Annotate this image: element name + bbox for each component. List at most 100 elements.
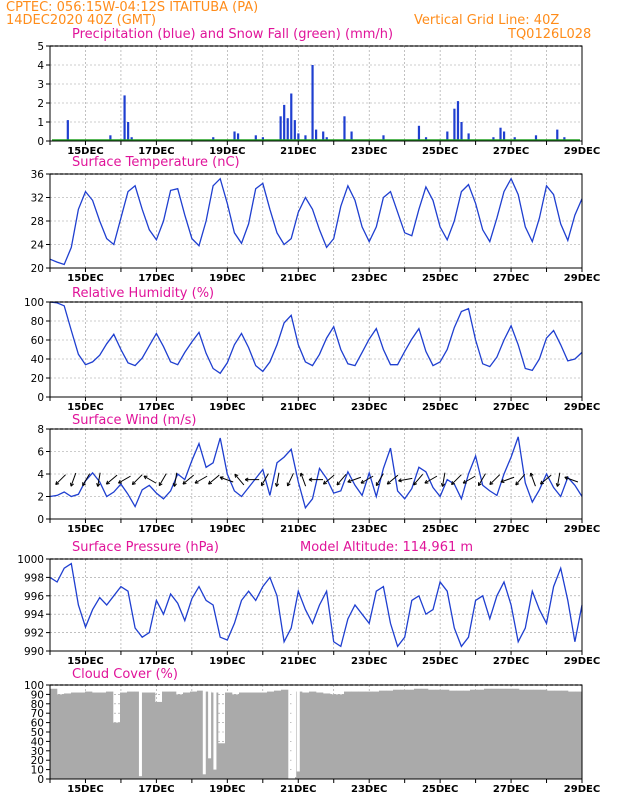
x-tick-label: 21DEC <box>280 273 316 284</box>
panel-frame <box>49 45 583 142</box>
wind-direction-arrow <box>287 473 294 487</box>
cloud-cover-bar <box>183 692 191 779</box>
y-tick-label: 3 <box>37 79 44 91</box>
wind-direction-arrow <box>106 474 118 485</box>
wind-arrow-head <box>564 476 569 481</box>
wind-direction-arrow <box>360 475 374 484</box>
wind-arrow-head <box>260 482 265 487</box>
y-tick-label: 992 <box>24 628 44 640</box>
y-tick-label: 100 <box>24 297 44 309</box>
wind-arrow-head <box>208 480 213 485</box>
precip-bar <box>109 135 112 141</box>
wind-arrow-head <box>274 483 280 487</box>
precip-bar <box>283 104 286 141</box>
wind-direction-arrow <box>194 475 208 484</box>
cloud-cover-bar <box>330 694 338 779</box>
precip-bar <box>261 137 264 141</box>
cloud-cover-bar <box>246 692 254 779</box>
cloud-cover-bar <box>197 690 205 779</box>
wind-arrow-head <box>336 481 341 486</box>
wind-direction-arrow <box>300 472 307 487</box>
y-tick-label: 40 <box>31 736 44 748</box>
cloud-cover-bar <box>358 691 366 779</box>
wind-direction-arrow <box>143 475 157 484</box>
precip-bar <box>293 120 296 141</box>
y-tick-label: 20 <box>31 373 44 385</box>
cloud-cover-bar <box>505 688 513 779</box>
wind-arrow-head <box>451 481 455 486</box>
cloud-cover-bar <box>204 691 212 779</box>
x-tick-label: 21DEC <box>280 146 316 157</box>
cloud-cover-gap <box>138 685 142 777</box>
wind-arrow-head <box>219 476 224 481</box>
wind-arrow-head <box>322 480 327 485</box>
cloud-cover-bar <box>141 692 149 779</box>
y-tick-label: 6 <box>37 447 44 459</box>
y-tick-label: 60 <box>31 335 44 347</box>
x-tick-label: 19DEC <box>209 146 245 157</box>
x-tick-label: 17DEC <box>138 273 174 284</box>
cloud-cover-bar <box>442 689 450 779</box>
wind-direction-arrow <box>208 474 220 485</box>
precip-bar <box>286 118 289 141</box>
cloud-cover-bar <box>218 743 226 779</box>
cloud-cover-bar <box>127 691 135 779</box>
y-tick-label: 20 <box>31 263 44 275</box>
precip-bar <box>297 133 300 141</box>
wind-arrow-head <box>286 482 291 487</box>
precip-bar <box>350 131 353 141</box>
precip-bar <box>467 133 470 141</box>
precip-bar <box>127 122 130 141</box>
wind-arrow-head <box>172 483 177 487</box>
x-tick-label: 27DEC <box>493 656 529 667</box>
wind-direction-arrow <box>323 474 335 485</box>
y-tick-label: 36 <box>31 169 45 181</box>
cloud-cover-bar <box>176 694 184 779</box>
cloud-cover-bar <box>379 690 387 779</box>
wind-arrow-head <box>117 479 122 484</box>
cloud-cover-bar <box>309 691 317 779</box>
y-tick-label: 994 <box>24 609 44 621</box>
cloud-cover-bar <box>85 691 93 779</box>
cloud-cover-bar <box>435 689 443 779</box>
x-tick-label: 23DEC <box>351 273 387 284</box>
y-tick-label: 60 <box>31 718 44 730</box>
wind-arrow-head <box>143 475 148 480</box>
cloud-cover-bar <box>232 694 240 779</box>
wind-direction-arrow <box>500 476 515 483</box>
x-tick-label: 19DEC <box>209 402 245 413</box>
y-tick-label: 998 <box>24 572 44 584</box>
wind-direction-arrow <box>219 476 234 483</box>
plots-layer: 0 1 2 3 4 5 15DEC 17DEC 19DEC 21DEC 23DEC 25DEC 27DE… <box>17 41 600 795</box>
precip-bar <box>446 131 449 141</box>
x-tick-label: 23DEC <box>351 784 387 795</box>
panel-title-wind: Surface Wind (m/s) <box>72 413 196 428</box>
wind-arrow-head <box>500 479 505 484</box>
precip-bar <box>563 137 566 141</box>
wind-direction-arrow <box>118 475 131 484</box>
cloud-cover-gap <box>208 685 212 759</box>
cloud-cover-bar <box>260 692 268 779</box>
precip-bar <box>66 120 69 141</box>
cloud-cover-bar <box>92 692 100 779</box>
wind-direction-arrow <box>182 474 195 485</box>
cloud-cover-gap <box>291 685 295 779</box>
cloud-cover-bar <box>99 692 107 779</box>
cloud-cover-bar <box>190 691 198 779</box>
wind-direction-arrow <box>234 473 245 486</box>
model-altitude-note: Model Altitude: 114.961 m <box>300 540 473 555</box>
wind-arrow-head <box>477 482 482 487</box>
wind-arrow-head <box>529 472 534 477</box>
cloud-cover-bar <box>561 690 569 779</box>
y-tick-label: 5 <box>37 41 44 53</box>
cloud-cover-bar <box>463 690 471 779</box>
x-tick-label: 15DEC <box>67 524 103 535</box>
y-tick-label: 0 <box>37 136 44 148</box>
wind-speed-line <box>49 436 583 510</box>
wind-arrow-head <box>82 482 86 487</box>
x-tick-label: 29DEC <box>564 784 600 795</box>
y-tick-label: 0 <box>37 514 44 526</box>
cloud-cover-bar <box>547 690 555 779</box>
precip-bar <box>502 131 506 141</box>
